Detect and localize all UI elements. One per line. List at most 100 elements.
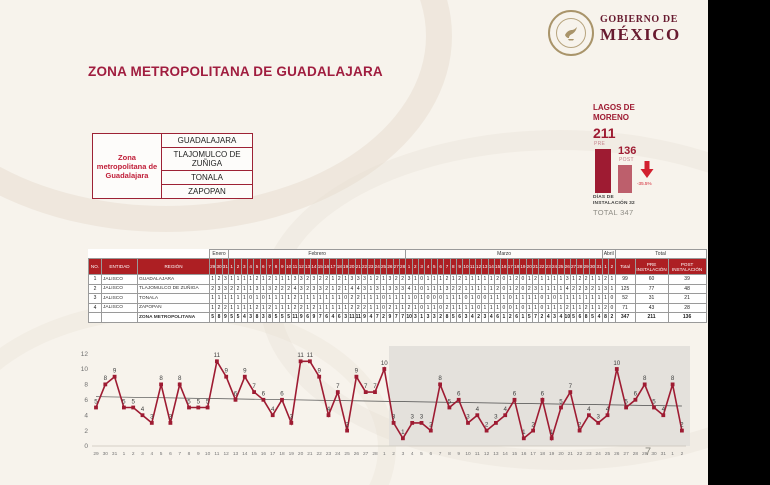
data-point xyxy=(159,382,163,387)
col-header-pre: PRE INSTALACIÓN xyxy=(634,258,669,275)
x-axis-tick: 16 xyxy=(521,451,527,457)
x-axis-tick: 14 xyxy=(503,451,509,457)
data-point xyxy=(205,405,210,410)
x-axis-tick: 9 xyxy=(457,451,460,457)
cell-post: 48 xyxy=(667,283,707,294)
x-axis-tick: 18 xyxy=(279,451,285,457)
cell-pre: 60 xyxy=(634,274,669,285)
delta-percent: -35.5% xyxy=(637,181,652,186)
data-label: 8 xyxy=(671,375,675,382)
data-point xyxy=(484,428,489,433)
data-label: 9 xyxy=(224,368,228,375)
data-point xyxy=(577,428,582,433)
x-axis-tick: 28 xyxy=(372,451,378,457)
table-row: 4 JALISCO ZAPOPAN 1 2 2 1 1 1 1 2 1 2 1 1 1 2 2 1 2 1 1 1 1 1 2 2 2… xyxy=(88,302,707,313)
cell-day-value: 5 xyxy=(588,312,597,323)
data-point xyxy=(419,421,424,425)
data-label: 6 xyxy=(457,391,461,398)
x-axis-tick: 26 xyxy=(614,451,620,457)
data-label: 7 xyxy=(252,383,256,390)
data-point xyxy=(196,405,201,410)
data-point xyxy=(605,413,610,418)
cell-day-value: 1 xyxy=(595,274,603,285)
data-point xyxy=(140,413,145,418)
data-point xyxy=(596,421,601,425)
y-axis-tick: 10 xyxy=(81,366,89,373)
month-header: Enero xyxy=(209,249,230,259)
installation-days-line2: INSTALACIÓN 32 xyxy=(593,200,635,206)
daily-data-table: Enero Febrero Marzo Abril Total NO. ENTIDAD REG… xyxy=(88,249,707,323)
data-point xyxy=(503,413,508,418)
x-axis-tick: 21 xyxy=(307,451,313,457)
data-point xyxy=(94,405,98,410)
data-point xyxy=(391,421,396,425)
cell-day-value: 4 xyxy=(595,312,603,323)
x-axis-tick: 13 xyxy=(233,451,239,457)
data-label: 1 xyxy=(550,429,554,436)
data-point xyxy=(447,405,452,410)
region-summary-table: Zona metropolitana de Guadalajara GUADAL… xyxy=(92,133,253,199)
data-label: 4 xyxy=(662,406,666,413)
cell-day-value: 11 xyxy=(348,312,356,323)
page-title: ZONA METROPOLITANA DE GUADALAJARA xyxy=(88,64,383,79)
data-label: 5 xyxy=(131,398,135,405)
col-header-day: 20 xyxy=(525,258,533,275)
cell-day-value: 1 xyxy=(595,302,603,313)
data-label: 8 xyxy=(178,375,182,382)
data-point xyxy=(494,421,498,425)
data-label: 5 xyxy=(448,398,452,405)
region-item: TLAJOMULCO DE ZUÑIGA xyxy=(161,147,253,171)
x-axis-tick: 21 xyxy=(568,451,574,457)
x-axis-tick: 8 xyxy=(448,451,451,457)
cell-no xyxy=(88,312,102,323)
logo-line1: GOBIERNO DE xyxy=(600,14,679,25)
data-label: 11 xyxy=(297,352,304,359)
col-header-day: 12 xyxy=(297,258,305,275)
decrease-arrow-icon xyxy=(640,161,654,184)
col-header-entidad: ENTIDAD xyxy=(101,258,138,275)
cell-no: 1 xyxy=(88,274,102,285)
col-header-day: 24 xyxy=(373,258,381,275)
cell-entidad: JALISCO xyxy=(101,302,138,313)
data-point xyxy=(345,428,349,433)
x-axis-tick: 11 xyxy=(214,451,219,457)
y-axis-tick: 6 xyxy=(84,397,88,404)
data-label: 2 xyxy=(345,421,349,428)
data-point xyxy=(168,421,173,425)
data-label: 3 xyxy=(410,414,414,421)
col-header-day: 14 xyxy=(310,258,318,275)
data-point xyxy=(652,405,656,410)
table-header-row: NO. ENTIDAD REGIÓN 29 30 31 1 2 3 4 5 6 7 8 9 10 11 12 13 1… xyxy=(88,258,707,275)
data-label: 6 xyxy=(634,391,638,398)
data-label: 1 xyxy=(522,429,526,436)
data-label: 6 xyxy=(280,391,284,398)
data-label: 4 xyxy=(606,406,610,413)
cell-post: 39 xyxy=(667,274,707,285)
data-point xyxy=(568,390,573,394)
cell-no: 2 xyxy=(88,283,102,294)
data-point xyxy=(122,405,126,410)
x-axis-tick: 20 xyxy=(298,451,304,457)
col-header-region: REGIÓN xyxy=(136,258,211,275)
data-label: 6 xyxy=(234,391,238,398)
table-row: ZONA METROPOLITANA 5 8 9 5 5 4 3 8 3 8 5 5 5 11 9 6 9 7 6 4 6… xyxy=(88,312,707,323)
data-point xyxy=(326,413,331,418)
eagle-seal-icon xyxy=(548,10,594,56)
data-label: 6 xyxy=(513,391,517,398)
month-header: Febrero xyxy=(228,249,407,259)
data-label: 9 xyxy=(243,368,247,375)
x-axis-tick: 7 xyxy=(439,451,442,457)
data-label: 8 xyxy=(438,375,442,382)
data-label: 11 xyxy=(307,352,314,359)
data-point xyxy=(401,436,405,441)
cell-total: 99 xyxy=(614,274,636,285)
data-label: 3 xyxy=(150,414,154,421)
data-label: 3 xyxy=(169,414,173,421)
x-axis-tick: 12 xyxy=(224,451,230,457)
y-axis-tick: 4 xyxy=(84,412,88,419)
data-point xyxy=(317,374,322,379)
data-label: 6 xyxy=(541,391,545,398)
data-label: 4 xyxy=(503,406,507,413)
page-number: 7 xyxy=(645,446,652,458)
cell-post: 21 xyxy=(667,293,707,304)
